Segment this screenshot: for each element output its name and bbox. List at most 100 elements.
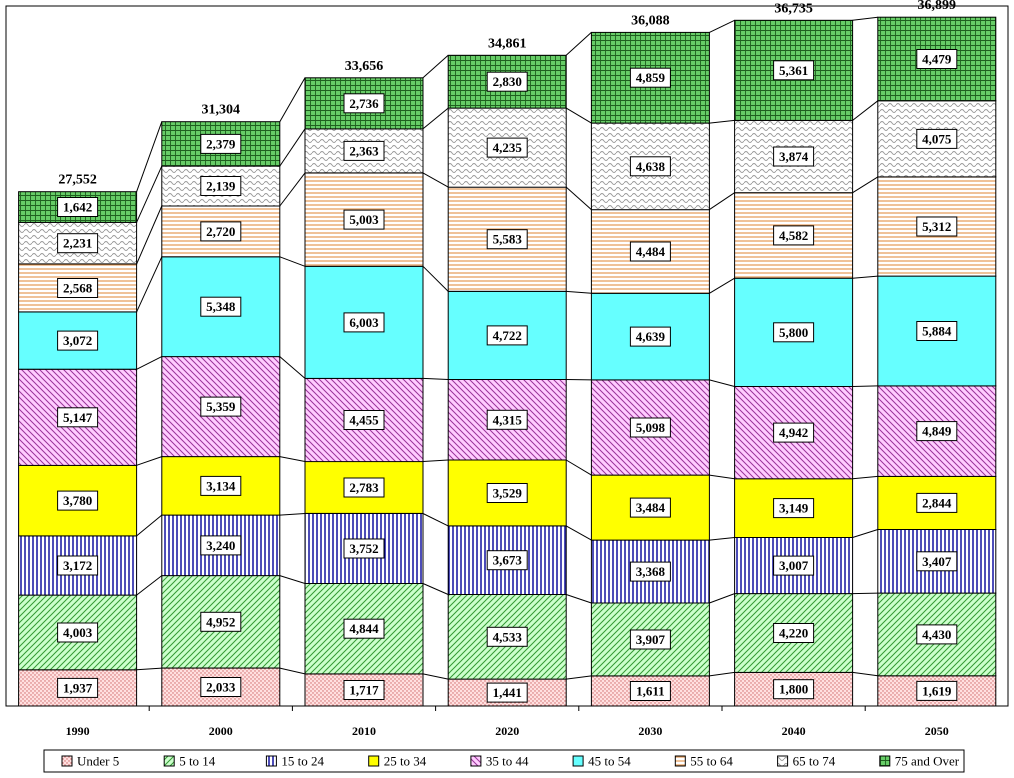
series-connector bbox=[136, 256, 163, 313]
data-label: 4,235 bbox=[493, 140, 523, 155]
data-label-box bbox=[200, 677, 242, 697]
series-connector bbox=[565, 525, 592, 541]
data-label: 5,312 bbox=[922, 219, 951, 234]
x-axis: 1990 2000 2010 2020 2030 2040 2050 bbox=[66, 706, 949, 738]
data-label-box bbox=[916, 551, 958, 572]
data-label: 4,844 bbox=[349, 621, 379, 636]
data-label: 4,003 bbox=[63, 625, 93, 640]
data-label: 2,568 bbox=[63, 281, 93, 296]
data-label-box bbox=[57, 622, 99, 643]
data-label-box bbox=[200, 611, 242, 632]
series-connector bbox=[565, 459, 592, 476]
data-label-box bbox=[343, 410, 385, 430]
data-label: 3,240 bbox=[206, 538, 235, 553]
data-label: 3,134 bbox=[206, 478, 236, 493]
series-connector bbox=[422, 107, 449, 130]
data-label-box bbox=[343, 477, 385, 498]
series-connector bbox=[279, 456, 306, 462]
data-label-box bbox=[200, 133, 242, 154]
data-label: 2,720 bbox=[206, 224, 235, 239]
series-connector bbox=[709, 277, 735, 294]
data-label-box bbox=[57, 490, 99, 511]
bar-segment bbox=[877, 385, 997, 477]
series-connector bbox=[279, 575, 306, 584]
data-label-box bbox=[629, 67, 671, 88]
data-label: 3,149 bbox=[779, 501, 809, 516]
data-label-box bbox=[629, 156, 671, 177]
data-label-box bbox=[916, 421, 958, 442]
series-connector bbox=[136, 356, 163, 370]
data-label-box bbox=[629, 681, 671, 701]
data-label: 1,611 bbox=[636, 684, 665, 699]
data-label: 5,583 bbox=[493, 232, 523, 247]
data-label-box bbox=[773, 60, 815, 81]
data-label: 4,952 bbox=[206, 614, 235, 629]
data-label: 1,441 bbox=[493, 685, 522, 700]
data-label: 4,220 bbox=[779, 626, 808, 641]
series-connector bbox=[422, 265, 449, 292]
data-label: 4,484 bbox=[636, 244, 666, 259]
data-label: 4,942 bbox=[779, 425, 808, 440]
data-label-box bbox=[343, 538, 385, 559]
data-label-box bbox=[773, 225, 815, 246]
data-label: 4,722 bbox=[493, 328, 522, 343]
series-connector bbox=[279, 172, 306, 207]
data-label: 1,619 bbox=[922, 683, 952, 698]
series-connector bbox=[566, 594, 592, 604]
data-label: 5,884 bbox=[922, 324, 952, 339]
data-label: 3,368 bbox=[636, 564, 666, 579]
series-connector bbox=[709, 379, 735, 387]
data-label: 3,780 bbox=[63, 493, 92, 508]
data-label-box bbox=[57, 555, 99, 576]
series-connector bbox=[279, 77, 306, 122]
legend-swatch bbox=[61, 755, 73, 767]
data-label-box bbox=[629, 241, 671, 262]
series-connector bbox=[422, 172, 449, 188]
legend-swatch bbox=[368, 755, 380, 767]
data-label: 1,937 bbox=[63, 680, 93, 695]
data-label: 6,003 bbox=[349, 315, 379, 330]
data-label: 2,231 bbox=[63, 236, 92, 251]
data-label-box bbox=[343, 312, 385, 333]
series-connector bbox=[852, 16, 878, 21]
data-label: 2,033 bbox=[206, 680, 236, 695]
data-label-box bbox=[773, 146, 815, 167]
data-label-box bbox=[916, 49, 958, 69]
legend-label: 25 to 34 bbox=[384, 754, 427, 769]
series-connector bbox=[279, 128, 306, 167]
data-label-box bbox=[343, 680, 385, 700]
data-label-box bbox=[57, 233, 99, 254]
total-label: 33,656 bbox=[345, 59, 384, 74]
data-label: 3,529 bbox=[493, 486, 523, 501]
series-connector bbox=[852, 529, 878, 538]
data-label: 5,359 bbox=[206, 399, 236, 414]
legend-swatch bbox=[674, 755, 686, 767]
series-connector bbox=[136, 575, 163, 596]
series-connector bbox=[565, 32, 592, 56]
data-label-box bbox=[200, 176, 242, 196]
legend-swatch bbox=[572, 755, 584, 767]
data-label: 5,361 bbox=[779, 63, 808, 78]
total-label: 36,088 bbox=[631, 13, 670, 28]
data-label-box bbox=[486, 682, 528, 703]
data-label: 3,673 bbox=[493, 553, 523, 568]
series-connector bbox=[852, 671, 878, 677]
data-label-box bbox=[57, 197, 99, 217]
series-connector bbox=[422, 583, 449, 595]
data-label-box bbox=[773, 679, 815, 700]
data-label-box bbox=[57, 407, 99, 428]
data-label: 2,736 bbox=[349, 96, 379, 111]
legend-label: Under 5 bbox=[77, 754, 119, 769]
data-label: 4,639 bbox=[636, 329, 666, 344]
legend-label: 15 to 24 bbox=[281, 754, 324, 769]
data-label: 1,800 bbox=[779, 682, 808, 697]
series-connector bbox=[279, 356, 306, 379]
series-connector bbox=[279, 513, 306, 516]
data-label: 1,717 bbox=[349, 683, 379, 698]
data-label: 2,139 bbox=[206, 179, 236, 194]
data-label: 2,783 bbox=[349, 480, 379, 495]
data-label-box bbox=[773, 422, 815, 443]
x-tick-label: 2040 bbox=[782, 724, 806, 738]
data-label-box bbox=[57, 278, 99, 298]
total-label: 36,899 bbox=[918, 0, 957, 13]
